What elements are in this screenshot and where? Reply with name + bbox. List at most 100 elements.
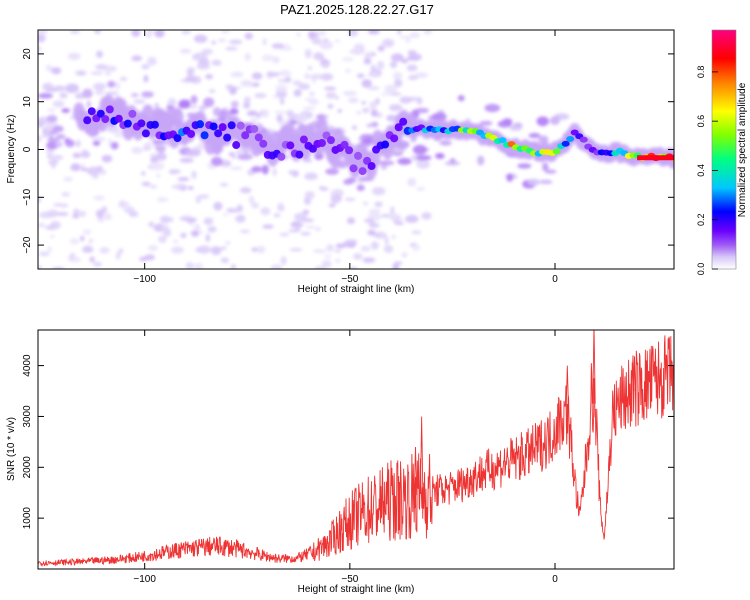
spectrogram-band-core xyxy=(141,129,150,138)
spectrogram-band-core xyxy=(561,140,570,147)
spectrogram-noise-cell xyxy=(399,35,413,40)
colorbar-tick-label: 0.2 xyxy=(696,213,706,226)
spectrogram-noise-cell xyxy=(439,140,452,146)
spectrogram-noise-cell xyxy=(369,101,377,110)
spectrogram-noise-cell xyxy=(211,59,222,66)
spectrogram-noise-cell xyxy=(67,52,81,61)
spectrogram-noise-cell xyxy=(394,221,404,226)
spectrogram-ylabel: Frequency (Hz) xyxy=(6,115,17,184)
spectrogram-noise-cell xyxy=(337,109,342,113)
spectrogram-noise-cell xyxy=(186,68,195,77)
spectrogram-noise-cell xyxy=(191,170,197,180)
spectrogram-noise-cell xyxy=(93,261,102,267)
spectrogram-y-tick-label: −10 xyxy=(22,188,33,205)
spectrogram-noise-cell xyxy=(179,216,187,221)
spectrogram-noise-cell xyxy=(47,108,56,112)
spectrogram-noise-cell xyxy=(52,125,64,133)
spectrogram-noise-cell xyxy=(229,39,243,45)
spectrogram-noise-cell xyxy=(228,151,235,157)
spectrogram-noise-cell xyxy=(277,202,284,210)
spectrogram-image xyxy=(38,30,674,269)
spectrogram-noise-cell xyxy=(189,103,198,110)
spectrogram-noise-cell xyxy=(195,195,201,204)
spectrogram-noise-cell xyxy=(184,75,196,83)
spectrogram-noise-cell xyxy=(309,73,324,80)
spectrogram-noise-cell xyxy=(198,194,210,199)
spectrogram-noise-cell xyxy=(72,208,80,218)
spectrogram-noise-cell xyxy=(406,64,418,72)
spectrogram-noise-cell xyxy=(130,92,139,98)
snr-panel: −100 −50 0 1000 2000 3000 4000 Height of strai… xyxy=(6,329,675,595)
spectrogram-noise-cell xyxy=(226,208,234,212)
spectrogram-noise-cell xyxy=(367,30,380,35)
spectrogram-noise-cell xyxy=(435,152,445,160)
spectrogram-band-core xyxy=(128,109,137,118)
spectrogram-noise-cell xyxy=(536,116,549,127)
spectrogram-noise-cell xyxy=(220,246,227,251)
spectrogram-band-core xyxy=(358,167,367,176)
spectrogram-noise-cell xyxy=(229,108,239,115)
spectrogram-noise-cell xyxy=(143,142,153,151)
spectrogram-noise-cell xyxy=(388,104,403,112)
spectrogram-noise-cell xyxy=(273,213,281,218)
spectrogram-noise-cell xyxy=(179,48,192,54)
spectrogram-noise-cell xyxy=(370,241,379,250)
spectrogram-noise-cell xyxy=(131,146,143,154)
spectrogram-noise-cell xyxy=(76,70,86,76)
spectrogram-noise-cell xyxy=(527,178,541,186)
spectrogram-noise-cell xyxy=(154,30,165,38)
spectrogram-noise-cell xyxy=(274,110,288,115)
spectrogram-noise-cell xyxy=(131,30,141,37)
spectrogram-noise-cell xyxy=(128,210,139,218)
spectrogram-noise-cell xyxy=(48,159,59,166)
spectrogram-noise-cell xyxy=(312,249,327,254)
spectrogram-noise-cell xyxy=(358,174,365,178)
spectrogram-noise-cell xyxy=(154,102,160,110)
spectrogram-band-core xyxy=(241,131,250,140)
spectrogram-noise-cell xyxy=(104,213,112,221)
spectrogram-noise-cell xyxy=(254,93,267,99)
spectrogram-noise-cell xyxy=(304,191,315,200)
spectrogram-noise-cell xyxy=(91,136,106,142)
spectrogram-noise-cell xyxy=(217,38,227,43)
spectrogram-noise-cell xyxy=(304,73,311,80)
spectrogram-noise-cell xyxy=(250,82,260,87)
spectrogram-noise-cell xyxy=(349,266,358,269)
spectrogram-noise-cell xyxy=(235,214,246,223)
snr-x-tick-label: −50 xyxy=(341,574,358,585)
spectrogram-noise-cell xyxy=(92,82,107,91)
spectrogram-noise-cell xyxy=(544,169,557,174)
colorbar-label: Normalized spectral amplitude xyxy=(737,82,748,217)
spectrogram-noise-cell xyxy=(251,247,259,252)
spectrogram-noise-cell xyxy=(517,163,532,169)
spectrogram-noise-cell xyxy=(152,139,167,144)
spectrogram-noise-cell xyxy=(156,173,161,178)
spectrogram-noise-cell xyxy=(412,144,427,155)
spectrogram-noise-cell xyxy=(119,76,128,81)
spectrogram-noise-cell xyxy=(49,221,61,230)
spectrogram-noise-cell xyxy=(539,179,553,185)
spectrogram-band-core xyxy=(579,136,588,143)
spectrogram-noise-cell xyxy=(68,254,75,262)
spectrogram-band-core xyxy=(254,133,263,142)
spectrogram-band-core xyxy=(200,131,209,140)
spectrogram-noise-cell xyxy=(344,239,358,245)
colorbar-tick-label: 0.6 xyxy=(696,115,706,128)
spectrogram-noise-cell xyxy=(212,107,221,117)
spectrogram-noise-cell xyxy=(372,233,380,237)
spectrogram-noise-cell xyxy=(82,88,93,99)
spectrogram-noise-cell xyxy=(45,64,53,72)
spectrogram-noise-cell xyxy=(323,86,337,91)
spectrogram-band-core xyxy=(552,148,561,155)
spectrogram-band-core xyxy=(218,123,227,132)
spectrogram-noise-cell xyxy=(261,109,270,118)
spectrogram-band-core xyxy=(566,136,575,143)
spectrogram-noise-cell xyxy=(407,177,417,187)
spectrogram-noise-cell xyxy=(99,247,110,254)
spectrogram-noise-cell xyxy=(102,65,117,72)
spectrogram-noise-cell xyxy=(86,166,101,176)
spectrogram-noise-cell xyxy=(394,79,403,88)
spectrogram-noise-cell xyxy=(372,186,386,196)
spectrogram-noise-cell xyxy=(86,100,92,109)
spectrogram-noise-cell xyxy=(51,163,56,169)
